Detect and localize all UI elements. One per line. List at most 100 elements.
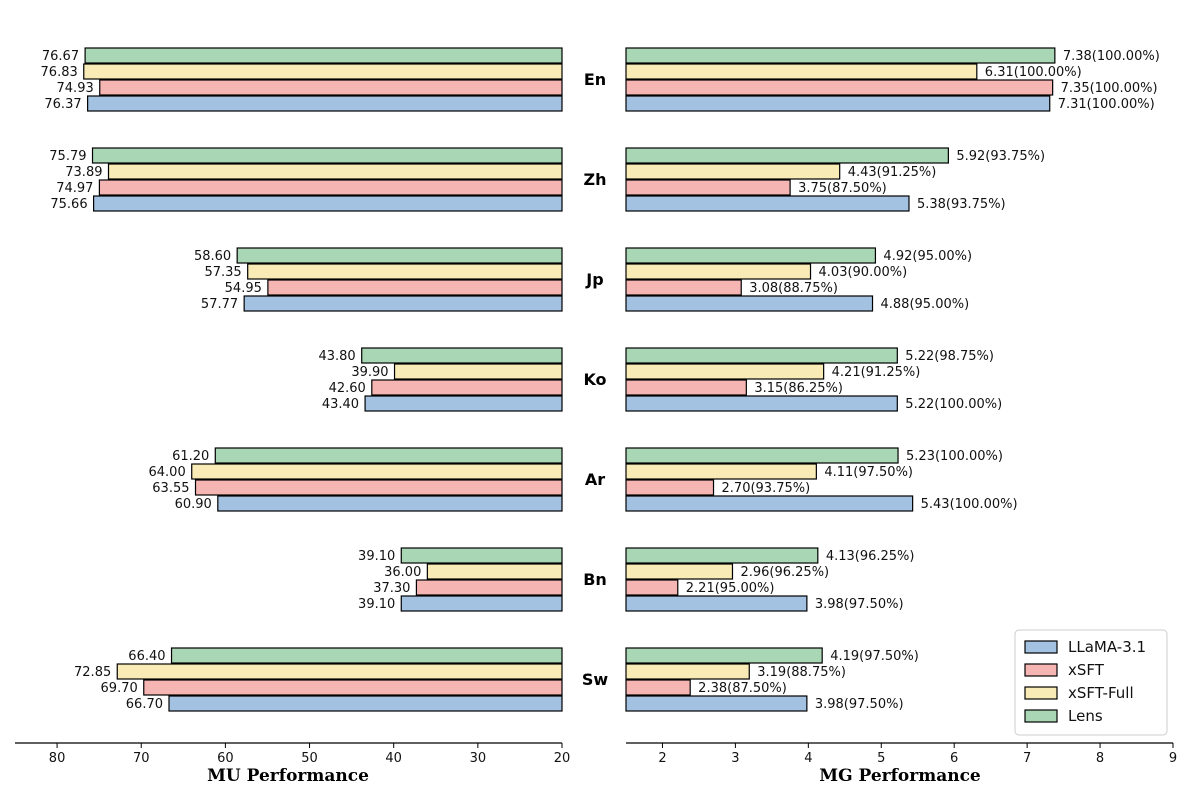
mg-value-label: 5.22(98.75%) xyxy=(905,349,994,364)
mu-bar-zh-xsft xyxy=(98,179,563,196)
mg-bar-ar-lens xyxy=(625,447,899,464)
mg-value-label: 2.21(95.00%) xyxy=(686,581,775,596)
mg-bar-ko-llama-3-1 xyxy=(625,395,898,412)
mu-tick-label: 40 xyxy=(385,751,402,766)
mg-bar-jp-xsft-full xyxy=(625,263,812,280)
mg-value-label: 4.11(97.50%) xyxy=(824,465,913,480)
mg-bar-en-llama-3-1 xyxy=(625,95,1051,112)
mu-bar-zh-xsft-full xyxy=(107,163,563,180)
legend-label-lens: Lens xyxy=(1068,707,1103,725)
mg-value-label: 4.88(95.00%) xyxy=(881,297,970,312)
mg-value-label: 5.22(100.00%) xyxy=(905,397,1002,412)
mg-bar-sw-xsft-full xyxy=(625,663,750,680)
mg-bar-bn-xsft-full xyxy=(625,563,734,580)
mg-bar-en-lens xyxy=(625,47,1056,64)
mu-bar-jp-xsft-full xyxy=(247,263,563,280)
mu-bar-bn-xsft-full xyxy=(426,563,563,580)
mg-value-label: 7.31(100.00%) xyxy=(1058,97,1155,112)
legend-swatch-lens xyxy=(1024,709,1058,723)
mg-bar-ar-xsft-full xyxy=(625,463,817,480)
mu-value-label: 36.00 xyxy=(384,565,421,580)
mu-tick-label: 80 xyxy=(49,751,66,766)
mu-bar-en-xsft xyxy=(99,79,563,96)
mu-bar-sw-xsft xyxy=(143,679,563,696)
mg-value-label: 7.35(100.00%) xyxy=(1061,81,1158,96)
mu-bar-sw-lens xyxy=(170,647,563,664)
mg-value-label: 3.19(88.75%) xyxy=(757,665,846,680)
mg-bar-jp-lens xyxy=(625,247,877,264)
language-label-en: En xyxy=(584,70,606,89)
mg-bar-sw-llama-3-1 xyxy=(625,695,808,712)
mg-value-label: 2.70(93.75%) xyxy=(722,481,811,496)
mg-value-label: 3.98(97.50%) xyxy=(815,597,904,612)
mg-bar-en-xsft xyxy=(625,79,1054,96)
mu-value-label: 37.30 xyxy=(373,581,410,596)
mu-bar-en-xsft-full xyxy=(83,63,563,80)
legend-swatch-llama-3-1 xyxy=(1024,640,1058,654)
mg-bar-jp-xsft xyxy=(625,279,742,296)
legend-label-llama-3-1: LLaMA-3.1 xyxy=(1068,638,1146,656)
mu-tick-label: 60 xyxy=(217,751,234,766)
mg-bar-ko-xsft-full xyxy=(625,363,825,380)
mu-value-label: 75.66 xyxy=(50,197,87,212)
mu-bar-ar-xsft xyxy=(194,479,563,496)
mu-bar-zh-llama-3-1 xyxy=(92,195,563,212)
mu-value-label: 61.20 xyxy=(172,449,209,464)
mu-bar-en-llama-3-1 xyxy=(87,95,563,112)
mg-value-label: 5.23(100.00%) xyxy=(906,449,1003,464)
mu-value-label: 74.93 xyxy=(57,81,94,96)
mu-value-label: 76.37 xyxy=(44,97,81,112)
mu-bar-zh-lens xyxy=(91,147,563,164)
mu-value-label: 74.97 xyxy=(56,181,93,196)
mu-value-label: 73.89 xyxy=(65,165,102,180)
mg-tick-label: 3 xyxy=(731,751,739,766)
mu-axis-title: MU Performance xyxy=(207,766,369,786)
mg-bar-zh-llama-3-1 xyxy=(625,195,910,212)
legend-box xyxy=(1014,629,1168,736)
mg-tick-label: 9 xyxy=(1169,751,1177,766)
mg-bar-bn-lens xyxy=(625,547,819,564)
mg-tick-label: 4 xyxy=(804,751,812,766)
legend-swatch-xsft xyxy=(1024,663,1058,677)
mu-value-label: 64.00 xyxy=(149,465,186,480)
mg-tick-label: 6 xyxy=(950,751,958,766)
mu-bar-en-lens xyxy=(84,47,563,64)
mu-value-label: 66.40 xyxy=(128,649,165,664)
mu-value-label: 57.35 xyxy=(204,265,241,280)
mu-bar-sw-llama-3-1 xyxy=(168,695,563,712)
mu-bar-bn-xsft xyxy=(415,579,563,596)
mu-bar-ko-xsft xyxy=(371,379,563,396)
mg-value-label: 4.92(95.00%) xyxy=(883,249,972,264)
mu-bar-ar-lens xyxy=(214,447,563,464)
mu-tick-label: 70 xyxy=(133,751,150,766)
mu-value-label: 57.77 xyxy=(201,297,238,312)
mu-value-label: 43.80 xyxy=(318,349,355,364)
mu-value-label: 39.90 xyxy=(351,365,388,380)
mg-bar-bn-xsft xyxy=(625,579,679,596)
mg-bar-ar-xsft xyxy=(625,479,715,496)
mu-bar-ar-xsft-full xyxy=(191,463,563,480)
mu-bar-jp-lens xyxy=(236,247,563,264)
mg-tick-label: 5 xyxy=(877,751,885,766)
mu-value-label: 39.10 xyxy=(358,549,395,564)
legend: LLaMA-3.1 xSFT xSFT-Full Lens xyxy=(1014,629,1168,736)
mu-bar-bn-lens xyxy=(400,547,563,564)
mu-value-label: 66.70 xyxy=(126,697,163,712)
language-label-zh: Zh xyxy=(584,170,607,189)
mu-bar-ko-xsft-full xyxy=(393,363,563,380)
mg-value-label: 4.19(97.50%) xyxy=(830,649,919,664)
mg-bar-jp-llama-3-1 xyxy=(625,295,874,312)
mu-bar-ko-lens xyxy=(361,347,563,364)
legend-swatch-xsft-full xyxy=(1024,686,1058,700)
mu-value-label: 63.55 xyxy=(152,481,189,496)
mg-value-label: 2.38(87.50%) xyxy=(698,681,787,696)
mu-value-label: 43.40 xyxy=(322,397,359,412)
mu-value-label: 72.85 xyxy=(74,665,111,680)
mu-tick-label: 20 xyxy=(554,751,571,766)
mg-value-label: 5.38(93.75%) xyxy=(917,197,1006,212)
mg-bar-ko-xsft xyxy=(625,379,747,396)
mg-value-label: 4.21(91.25%) xyxy=(832,365,921,380)
mg-value-label: 6.31(100.00%) xyxy=(985,65,1082,80)
